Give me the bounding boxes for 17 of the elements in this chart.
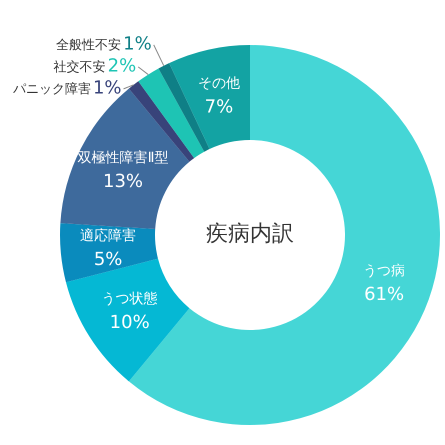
data-label: 2% — [108, 56, 136, 77]
slice-label: 全般性不安 — [56, 37, 122, 54]
slice-label: パニック障害 — [12, 81, 91, 98]
data-label: 5% — [94, 249, 122, 270]
text: 疾病内訳 — [206, 222, 294, 247]
data-label: 13% — [103, 170, 144, 192]
data-label: 10% — [110, 312, 150, 334]
slice-label: うつ状態 — [102, 290, 158, 307]
data-label: 61% — [364, 284, 404, 305]
slice-label: 双極性障害Ⅱ型 — [78, 150, 168, 166]
slice-label: うつ病 — [363, 262, 406, 279]
slice-label: 社交不安 — [54, 59, 106, 76]
data-label: 1% — [92, 78, 122, 99]
data-label: 7% — [204, 96, 234, 118]
data-label: 1% — [123, 34, 152, 55]
slice-label: 適応障害 — [80, 228, 136, 244]
slice-label: その他 — [198, 76, 240, 92]
